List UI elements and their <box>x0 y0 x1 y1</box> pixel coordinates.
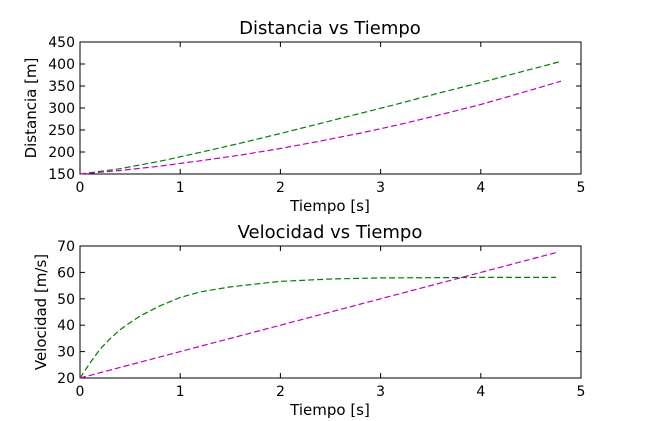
y-tick-label: 70 <box>57 239 75 255</box>
x-tick-label: 5 <box>577 384 586 400</box>
tick-layer: 0 1 2 3 4 5 20 30 40 50 60 70 <box>57 239 585 400</box>
plot-frame <box>79 245 582 379</box>
series-layer <box>79 60 562 175</box>
tick-layer: 0 1 2 3 4 5 150 200 250 300 350 400 450 <box>48 35 585 196</box>
x-axis-label: Tiempo [s] <box>289 401 370 419</box>
series-layer <box>79 252 557 379</box>
series-line-0 <box>79 60 562 175</box>
chart-distancia: Distancia vs Tiempo 0 1 2 3 4 5 150 200 250 300 35… <box>22 18 585 215</box>
x-axis-label: Tiempo [s] <box>289 197 370 215</box>
y-tick-label: 350 <box>48 79 75 95</box>
y-tick-label: 50 <box>57 292 75 308</box>
x-tick-label: 3 <box>376 384 385 400</box>
y-axis-label: Velocidad [m/s] <box>32 254 50 370</box>
series-line-0 <box>79 276 556 379</box>
y-tick-label: 20 <box>57 371 75 387</box>
x-tick-label: 1 <box>176 180 185 196</box>
chart-title: Velocidad vs Tiempo <box>238 222 423 243</box>
y-tick-label: 250 <box>48 123 75 139</box>
y-axis-label: Distancia [m] <box>22 58 40 159</box>
y-tick-label: 400 <box>48 57 75 73</box>
y-tick-label: 30 <box>57 345 75 361</box>
x-tick-label: 2 <box>276 180 285 196</box>
y-tick-label: 450 <box>48 35 75 51</box>
plot-frame <box>79 41 582 175</box>
y-tick-label: 60 <box>57 265 75 281</box>
x-tick-label: 4 <box>476 384 485 400</box>
y-tick-label: 200 <box>48 145 75 161</box>
x-tick-label: 4 <box>476 180 485 196</box>
x-tick-label: 0 <box>76 384 85 400</box>
chart-velocidad: Velocidad vs Tiempo 0 1 2 3 4 5 20 30 40 50 60 70 T… <box>32 222 585 419</box>
series-line-1 <box>79 252 557 379</box>
chart-title: Distancia vs Tiempo <box>239 18 421 39</box>
x-tick-label: 2 <box>276 384 285 400</box>
x-tick-label: 1 <box>176 384 185 400</box>
x-tick-label: 0 <box>76 180 85 196</box>
y-tick-label: 300 <box>48 101 75 117</box>
x-tick-label: 5 <box>577 180 586 196</box>
y-tick-label: 40 <box>57 318 75 334</box>
x-tick-label: 3 <box>376 180 385 196</box>
series-line-1 <box>79 80 562 175</box>
y-tick-label: 150 <box>48 167 75 183</box>
